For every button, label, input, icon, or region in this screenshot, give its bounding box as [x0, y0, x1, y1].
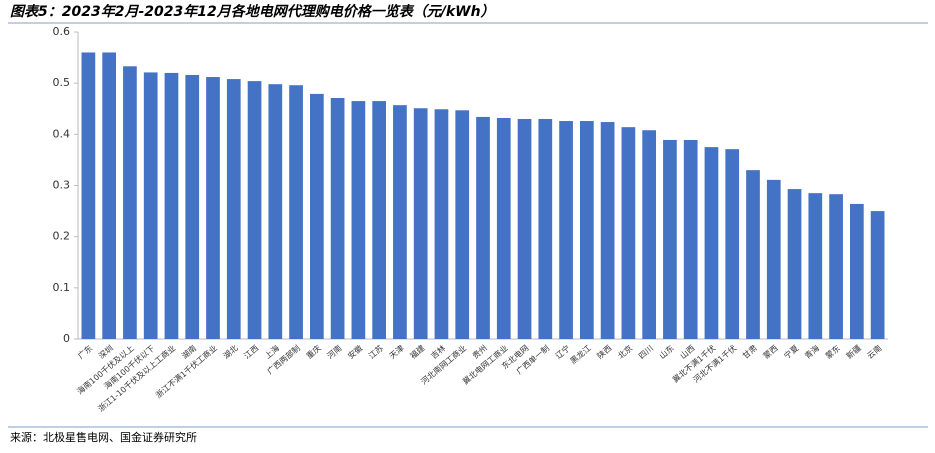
bar: [579, 121, 594, 339]
x-tick-label: 重庆: [304, 343, 323, 361]
bar: [351, 101, 366, 339]
bar: [268, 84, 283, 339]
bar: [185, 74, 200, 339]
y-tick-label: 0.1: [53, 281, 71, 294]
y-tick-label: 0.2: [53, 230, 71, 243]
bar: [434, 109, 449, 340]
bar: [683, 139, 698, 339]
bar: [517, 118, 532, 339]
bar: [725, 149, 740, 339]
bar: [496, 117, 511, 340]
source-note: 来源：北极星售电网、国金证券研究所: [10, 430, 197, 444]
bar: [870, 211, 885, 339]
x-tick-label: 新疆: [844, 343, 863, 361]
y-tick-label: 0: [63, 332, 70, 345]
bar: [289, 85, 303, 339]
bar: [413, 108, 428, 339]
bar: [642, 130, 657, 339]
y-tick-label: 0.5: [53, 76, 71, 89]
bar: [476, 116, 490, 339]
x-tick-label: 甘肃: [740, 343, 759, 361]
x-tick-label: 广东: [76, 343, 95, 361]
x-tick-label: 北京: [616, 343, 635, 361]
bar: [309, 93, 324, 339]
bar: [829, 194, 843, 339]
bar: [538, 118, 553, 339]
x-tick-label: 江西: [242, 344, 260, 361]
x-tick-label: 陕西: [595, 343, 614, 361]
bar: [600, 122, 615, 339]
bar: [849, 203, 864, 339]
bar: [164, 72, 179, 339]
x-tick-label: 蒙东: [823, 343, 842, 361]
bar: [621, 127, 636, 339]
bar: [81, 52, 96, 339]
x-tick-label: 青海: [803, 343, 822, 361]
x-tick-label: 云南: [865, 343, 884, 361]
x-tick-label: 山东: [657, 343, 676, 361]
y-tick-label: 0.4: [53, 127, 71, 140]
x-tick-label: 河南: [325, 343, 344, 361]
bar: [206, 77, 220, 339]
x-tick-label: 蒙西: [761, 343, 780, 361]
bar: [746, 170, 760, 339]
x-tick-label: 湖北: [222, 344, 240, 361]
x-tick-label: 宁夏: [782, 343, 801, 361]
bar: [330, 98, 345, 339]
y-tick-label: 0.3: [53, 179, 71, 192]
bar: [787, 189, 802, 339]
bar: [247, 81, 262, 340]
bar: [704, 147, 719, 339]
bar: [143, 72, 158, 340]
x-tick-label: 福建: [408, 343, 427, 361]
bar: [372, 101, 387, 339]
bar: [226, 79, 241, 339]
x-tick-label: 黑龙江: [568, 343, 593, 366]
x-tick-label: 江苏: [366, 343, 385, 361]
x-tick-label: 四川: [637, 344, 655, 361]
bar: [123, 66, 137, 339]
x-tick-label: 安徽: [346, 343, 365, 361]
bar: [455, 110, 470, 339]
bar: [559, 121, 573, 339]
y-tick-label: 0.6: [53, 25, 71, 38]
bar: [102, 52, 117, 339]
chart-title: 图表5：2023年2月-2023年12月各地电网代理购电价格一览表（元/kWh）: [10, 3, 495, 20]
bar: [393, 105, 407, 339]
x-tick-label: 天津: [387, 343, 406, 361]
bar: [808, 193, 823, 339]
bar: [663, 139, 677, 339]
bar: [766, 179, 781, 339]
